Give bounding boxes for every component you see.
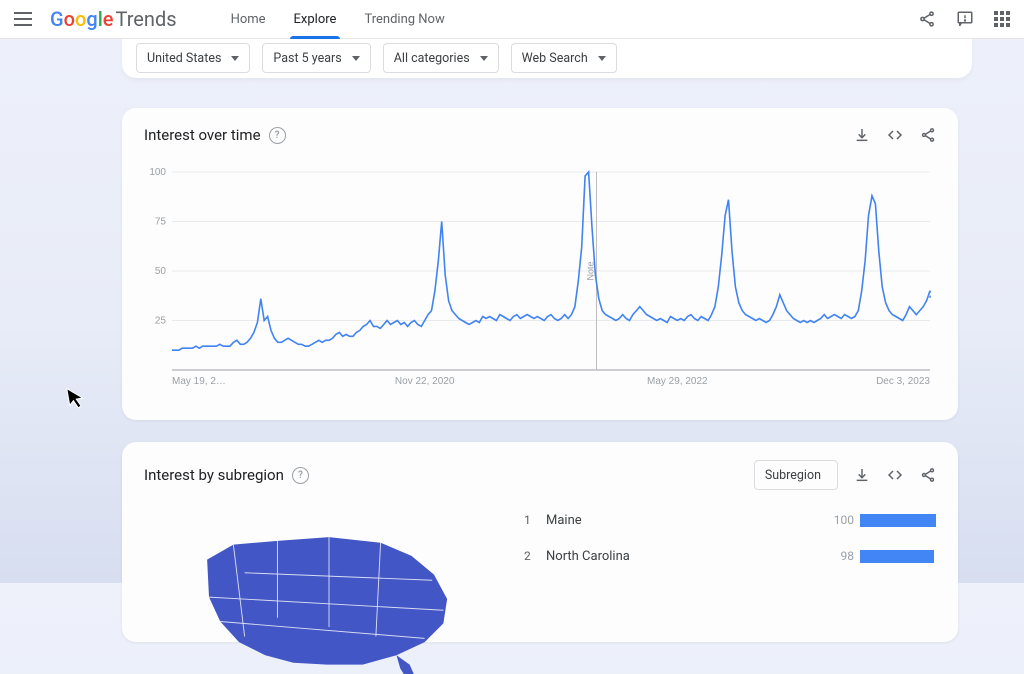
region-bar xyxy=(860,514,936,527)
interest-by-subregion-panel: Interest by subregion ? Subregion xyxy=(122,442,958,642)
share-icon[interactable] xyxy=(920,467,936,483)
region-bar xyxy=(860,550,936,563)
line-chart: 25 50 75 100 May 19, 2… Nov 22, 2020 May 29, 2… xyxy=(144,166,936,398)
chevron-down-icon xyxy=(352,56,360,61)
main-nav: Home Explore Trending Now xyxy=(217,0,459,38)
region-value: 98 xyxy=(820,549,854,563)
top-bar: Google Trends Home Explore Trending Now xyxy=(0,0,1024,39)
panel-title: Interest over time ? xyxy=(144,126,286,144)
nav-trending-now[interactable]: Trending Now xyxy=(350,0,458,38)
us-map[interactable] xyxy=(144,496,524,642)
interest-over-time-panel: Interest over time ? 25507510 xyxy=(122,108,958,420)
top-right-actions xyxy=(918,10,1024,28)
svg-text:100: 100 xyxy=(149,167,166,178)
region-row: 1Maine100 xyxy=(524,502,936,538)
embed-icon[interactable] xyxy=(886,467,904,483)
filter-bar: United States Past 5 years All categorie… xyxy=(122,38,972,78)
share-icon[interactable] xyxy=(920,127,936,143)
region-row: 2North Carolina98 xyxy=(524,538,936,574)
filter-search-type-label: Web Search xyxy=(522,51,588,66)
region-value: 100 xyxy=(820,513,854,527)
google-trends-logo[interactable]: Google Trends xyxy=(50,7,177,31)
region-rank: 2 xyxy=(524,549,546,563)
filter-geo-label: United States xyxy=(147,51,221,66)
filter-time-label: Past 5 years xyxy=(273,51,341,66)
download-icon[interactable] xyxy=(854,467,870,483)
chevron-down-icon xyxy=(598,56,606,61)
mouse-cursor xyxy=(66,385,89,417)
svg-text:Dec 3, 2023: Dec 3, 2023 xyxy=(876,376,930,387)
embed-icon[interactable] xyxy=(886,127,904,143)
svg-text:75: 75 xyxy=(155,217,167,228)
logo-trends-text: Trends xyxy=(116,7,177,31)
panel-header: Interest over time ? xyxy=(122,108,958,144)
share-icon[interactable] xyxy=(918,10,936,28)
region-name[interactable]: Maine xyxy=(546,513,820,528)
panel-actions xyxy=(854,127,936,143)
nav-explore[interactable]: Explore xyxy=(280,0,351,38)
filter-category-label: All categories xyxy=(394,51,470,66)
panel-header: Interest by subregion ? Subregion xyxy=(122,442,958,490)
help-icon[interactable]: ? xyxy=(269,127,286,144)
filter-category[interactable]: All categories xyxy=(383,43,499,73)
chart-area: 25 50 75 100 May 19, 2… Nov 22, 2020 May 29, 2… xyxy=(144,166,936,398)
google-apps-icon[interactable] xyxy=(994,11,1010,27)
subregion-selector[interactable]: Subregion xyxy=(754,460,838,490)
svg-text:25: 25 xyxy=(155,316,167,327)
chevron-down-icon xyxy=(480,56,488,61)
svg-text:May 19, 2…: May 19, 2… xyxy=(172,376,226,387)
filter-geo[interactable]: United States xyxy=(136,43,250,73)
svg-text:May 29, 2022: May 29, 2022 xyxy=(647,376,708,387)
feedback-icon[interactable] xyxy=(956,10,974,28)
region-list: 1Maine1002North Carolina98 xyxy=(524,496,936,642)
panel-title: Interest by subregion ? xyxy=(144,466,309,484)
filter-search-type[interactable]: Web Search xyxy=(511,43,617,73)
filter-time[interactable]: Past 5 years xyxy=(262,43,370,73)
chevron-down-icon xyxy=(231,56,239,61)
region-name[interactable]: North Carolina xyxy=(546,549,820,564)
panel-actions: Subregion xyxy=(754,460,936,490)
download-icon[interactable] xyxy=(854,127,870,143)
svg-text:50: 50 xyxy=(155,266,167,277)
help-icon[interactable]: ? xyxy=(292,467,309,484)
nav-home[interactable]: Home xyxy=(217,0,280,38)
region-rank: 1 xyxy=(524,513,546,527)
hamburger-menu-icon[interactable] xyxy=(14,12,32,26)
region-body: 1Maine1002North Carolina98 xyxy=(144,496,936,642)
svg-text:Nov 22, 2020: Nov 22, 2020 xyxy=(395,376,455,387)
